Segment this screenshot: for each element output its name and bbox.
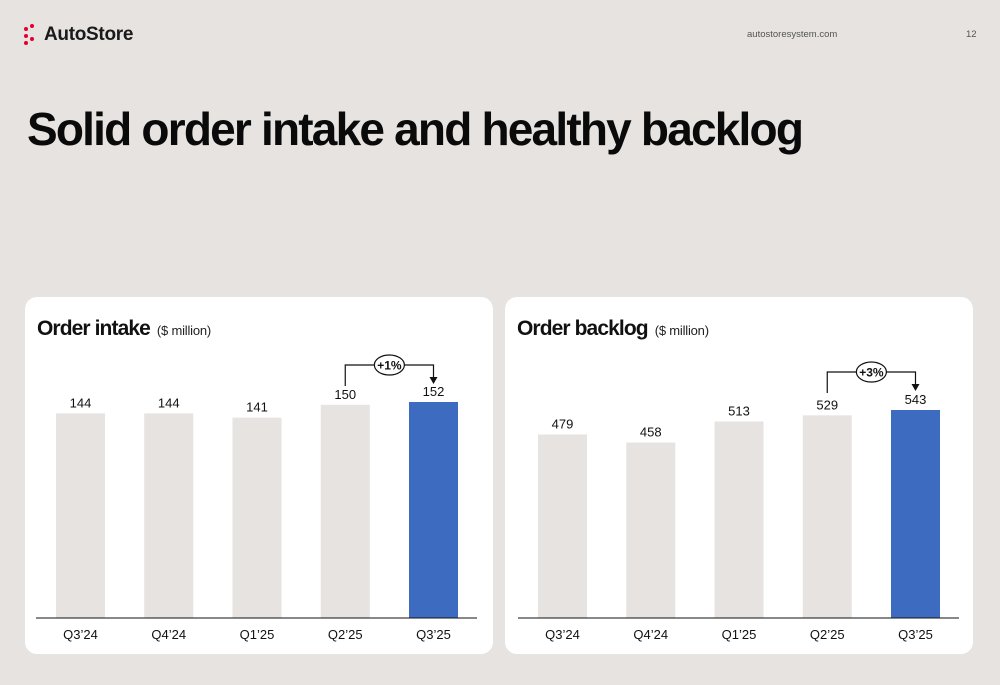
intake-bar-0 bbox=[56, 413, 105, 618]
backlog-growth-label: +3% bbox=[859, 366, 884, 380]
page-number: 12 bbox=[966, 29, 977, 40]
website-url: autostoresystem.com bbox=[747, 29, 838, 40]
intake-bar-value-label: 141 bbox=[246, 400, 268, 415]
intake-bar-1 bbox=[144, 413, 194, 618]
backlog-bar-value-label: 543 bbox=[905, 392, 927, 407]
intake-growth-arrowhead bbox=[429, 377, 438, 384]
intake-bar-value-label: 144 bbox=[158, 395, 180, 410]
order-intake-unit: ($ million) bbox=[156, 323, 212, 338]
order-intake-title: Order intake bbox=[37, 317, 151, 340]
backlog-bar-value-label: 513 bbox=[728, 403, 750, 418]
intake-bar-value-label: 144 bbox=[70, 395, 92, 410]
order-intake-chart: 144 Q3’24 144 Q4’24 141 Q1’25 150 Q2’25 152 Q3’25… bbox=[36, 354, 477, 642]
backlog-bar-value-label: 458 bbox=[640, 425, 662, 440]
order-backlog-chart: 479 Q3’24 458 Q4’24 513 Q1’25 529 Q2’25 543 Q3’25… bbox=[518, 361, 959, 642]
backlog-x-tick-label: Q2’25 bbox=[810, 627, 845, 642]
slide-title: Solid order intake and healthy backlog bbox=[27, 103, 804, 155]
backlog-bar-value-label: 479 bbox=[552, 417, 574, 432]
intake-bar-value-label: 152 bbox=[423, 384, 445, 399]
backlog-bar-value-label: 529 bbox=[816, 397, 838, 412]
order-backlog-title: Order backlog bbox=[517, 317, 649, 340]
backlog-growth-arrowhead bbox=[911, 384, 920, 391]
backlog-growth-badge bbox=[855, 361, 887, 383]
intake-bar-3 bbox=[320, 404, 370, 618]
intake-x-tick-label: Q3’24 bbox=[63, 627, 98, 642]
intake-bar-value-label: 150 bbox=[334, 387, 356, 402]
order-backlog-heading: Order backlog ($ million) bbox=[517, 317, 709, 341]
backlog-x-tick-label: Q4’24 bbox=[633, 627, 668, 642]
backlog-bar-4 bbox=[891, 410, 940, 618]
backlog-bar-2 bbox=[714, 421, 764, 618]
intake-x-tick-label: Q4’24 bbox=[151, 627, 186, 642]
intake-x-tick-label: Q2’25 bbox=[328, 627, 363, 642]
intake-bar-2 bbox=[232, 417, 282, 618]
order-backlog-panel: Order backlog ($ million) 479 Q3’24 458 Q4’… bbox=[505, 297, 973, 654]
backlog-bar-1 bbox=[626, 442, 676, 618]
intake-x-tick-label: Q1’25 bbox=[240, 627, 275, 642]
order-intake-panel: Order intake ($ million) 144 Q3’24 144 Q4’2… bbox=[25, 297, 493, 654]
intake-bar-4 bbox=[409, 402, 458, 618]
backlog-x-tick-label: Q3’24 bbox=[545, 627, 580, 642]
backlog-x-tick-label: Q3’25 bbox=[898, 627, 933, 642]
logo-text: AutoStore bbox=[44, 24, 134, 45]
autostore-logo[interactable]: AutoStore bbox=[24, 24, 133, 46]
order-intake-heading: Order intake ($ million) bbox=[37, 317, 211, 341]
backlog-bar-0 bbox=[538, 434, 587, 618]
intake-x-tick-label: Q3’25 bbox=[416, 627, 451, 642]
intake-growth-label: +1% bbox=[377, 359, 402, 373]
order-backlog-unit: ($ million) bbox=[654, 323, 709, 338]
backlog-bar-3 bbox=[802, 415, 852, 618]
intake-growth-badge bbox=[373, 354, 405, 376]
backlog-x-tick-label: Q1’25 bbox=[722, 627, 757, 642]
autostore-logo-icon bbox=[24, 24, 38, 46]
